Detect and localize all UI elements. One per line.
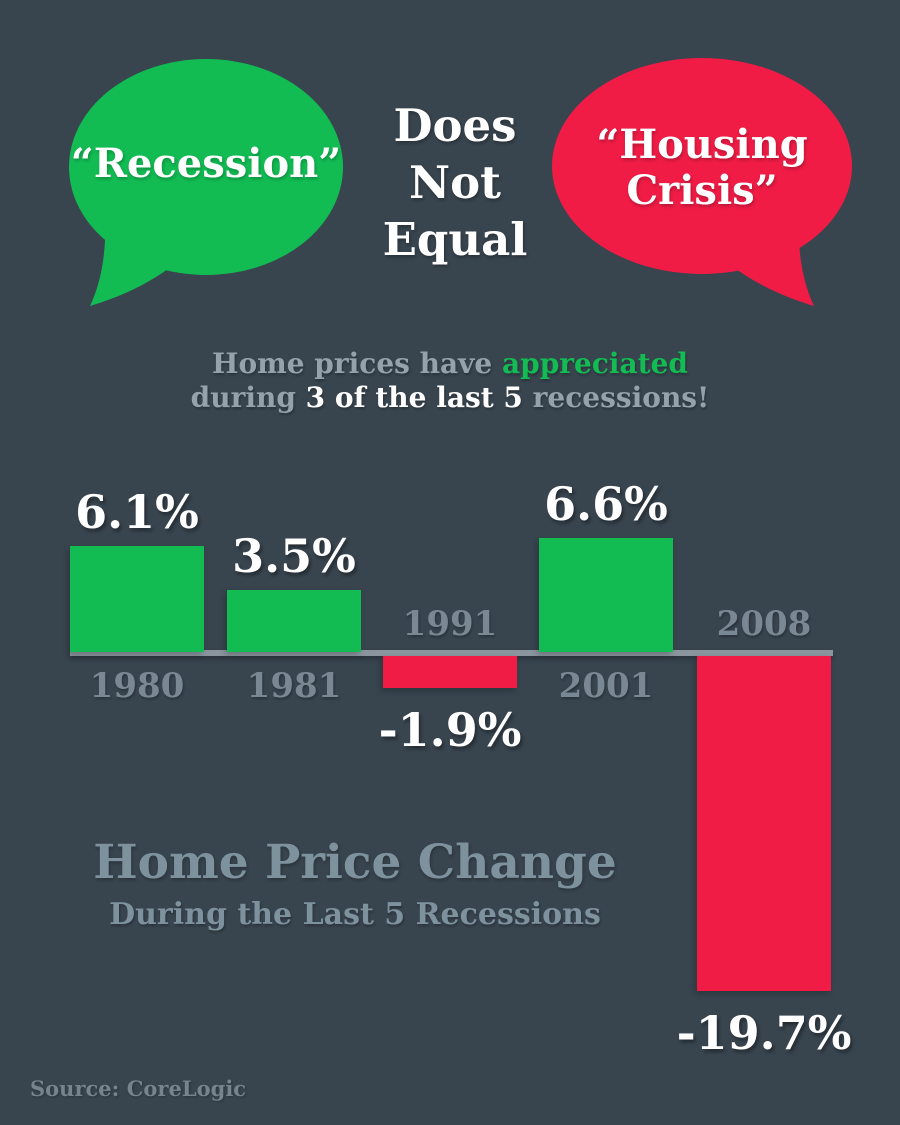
recession-bubble-shape bbox=[69, 59, 343, 306]
tagline-segment: 3 of the last 5 bbox=[305, 381, 523, 414]
bar-value-label-1991: -1.9% bbox=[378, 703, 522, 757]
speech-bubbles-graphic bbox=[69, 58, 852, 306]
tagline-segment: Home prices have bbox=[211, 347, 502, 380]
tagline-line-2: during 3 of the last 5 recessions! bbox=[0, 381, 900, 415]
bar-year-label-2001: 2001 bbox=[558, 666, 654, 706]
bar-year-label-1991: 1991 bbox=[402, 604, 498, 644]
bar-rect-2008 bbox=[697, 656, 831, 991]
housing-crisis-line-1: “Housing bbox=[596, 121, 808, 168]
tagline-segment: during bbox=[190, 381, 306, 414]
does-not-equal-line-1: Does bbox=[393, 99, 517, 152]
bar-value-label-1981: 3.5% bbox=[232, 529, 356, 583]
chart-title: Home Price Change bbox=[93, 835, 617, 890]
bar-value-label-2008: -19.7% bbox=[676, 1006, 852, 1060]
source-credit: Source: CoreLogic bbox=[30, 1076, 247, 1101]
bar-year-label-1981: 1981 bbox=[246, 666, 342, 706]
bar-rect-1981 bbox=[227, 590, 361, 652]
bar-value-label-1980: 6.1% bbox=[75, 485, 199, 539]
does-not-equal-line-2: Not bbox=[409, 156, 501, 209]
bar-rect-2001 bbox=[539, 538, 673, 652]
housing-crisis-bubble-shape bbox=[552, 58, 852, 306]
bar-rect-1991 bbox=[383, 656, 517, 688]
housing-crisis-bubble-label: “Housing Crisis” bbox=[552, 122, 852, 214]
tagline-segment: recessions! bbox=[522, 381, 710, 414]
housing-crisis-line-2: Crisis” bbox=[626, 167, 778, 214]
chart-axis-line bbox=[70, 650, 833, 656]
bar-rect-1980 bbox=[70, 546, 204, 652]
recession-bubble-label: “Recession” bbox=[70, 140, 342, 187]
bar-chart: 6.1% 1980 3.5% 1981 -1.9% 1991 6.6% 2001 -19.7% 2… bbox=[0, 440, 900, 1125]
bar-year-label-2008: 2008 bbox=[716, 604, 812, 644]
does-not-equal-line-3: Equal bbox=[382, 213, 528, 266]
chart-subtitle: During the Last 5 Recessions bbox=[109, 897, 601, 932]
tagline-line-1: Home prices have appreciated bbox=[0, 347, 900, 381]
bar-value-label-2001: 6.6% bbox=[544, 477, 668, 531]
bar-year-label-1980: 1980 bbox=[89, 666, 185, 706]
does-not-equal-text: Does Not Equal bbox=[345, 97, 565, 268]
tagline-segment: appreciated bbox=[501, 347, 689, 380]
